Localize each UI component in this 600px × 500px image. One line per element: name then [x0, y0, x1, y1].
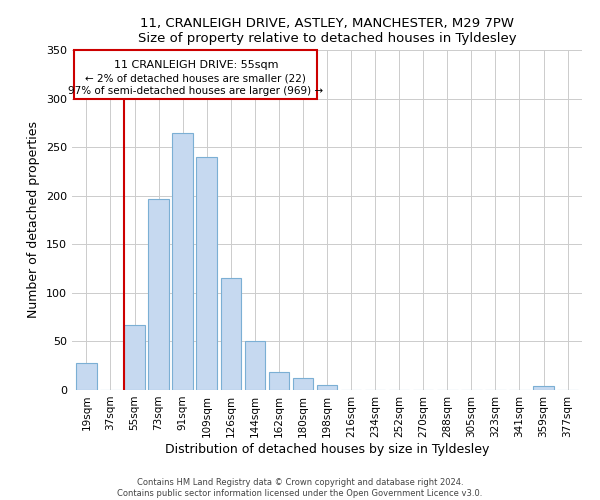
Y-axis label: Number of detached properties: Number of detached properties — [28, 122, 40, 318]
Bar — [221, 278, 241, 390]
Bar — [76, 363, 97, 390]
Bar — [533, 386, 554, 390]
Bar — [269, 372, 289, 390]
Text: 11 CRANLEIGH DRIVE: 55sqm: 11 CRANLEIGH DRIVE: 55sqm — [113, 60, 278, 70]
X-axis label: Distribution of detached houses by size in Tyldesley: Distribution of detached houses by size … — [165, 442, 489, 456]
Bar — [172, 132, 193, 390]
Bar — [74, 50, 317, 98]
Text: Contains HM Land Registry data © Crown copyright and database right 2024.
Contai: Contains HM Land Registry data © Crown c… — [118, 478, 482, 498]
Title: 11, CRANLEIGH DRIVE, ASTLEY, MANCHESTER, M29 7PW
Size of property relative to de: 11, CRANLEIGH DRIVE, ASTLEY, MANCHESTER,… — [137, 16, 517, 44]
Text: 97% of semi-detached houses are larger (969) →: 97% of semi-detached houses are larger (… — [68, 86, 323, 96]
Bar — [317, 385, 337, 390]
Bar — [148, 198, 169, 390]
Bar — [124, 325, 145, 390]
Bar — [245, 342, 265, 390]
Bar — [196, 157, 217, 390]
Text: ← 2% of detached houses are smaller (22): ← 2% of detached houses are smaller (22) — [85, 74, 307, 84]
Bar — [293, 378, 313, 390]
